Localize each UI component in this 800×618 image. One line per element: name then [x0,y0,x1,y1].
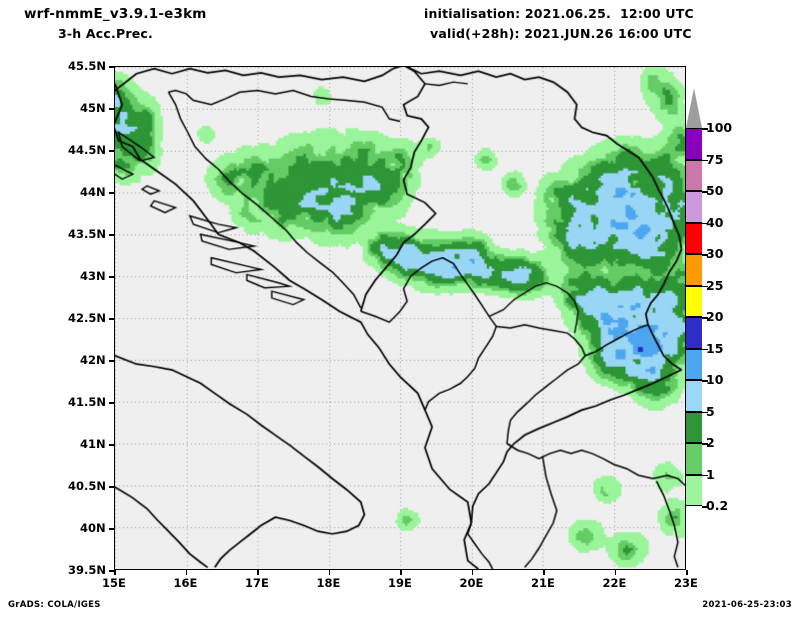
y-tick-label: 44.5N [68,143,106,157]
colorbar-over-arrow [686,88,702,128]
y-tick-label: 43.5N [68,227,106,241]
colorbar-tick-label: 20 [706,309,724,324]
x-tick-mark [328,570,330,575]
colorbar-band [686,285,702,317]
x-tick-label: 18E [316,576,341,590]
precipitation-map-canvas [115,67,685,569]
x-tick-label: 23E [674,576,698,590]
colorbar-band [686,222,702,254]
colorbar-band [686,348,702,380]
colorbar-band [686,191,702,223]
y-tick-mark [109,108,114,110]
y-tick-label: 42.5N [68,311,106,325]
colorbar-band [686,443,702,475]
y-tick-label: 40.5N [68,479,106,493]
y-tick-mark [109,234,114,236]
field-title: 3-h Acc.Prec. [58,26,153,41]
y-tick-label: 41.5N [68,395,106,409]
footer-credit: GrADS: COLA/IGES [8,600,101,610]
y-tick-label: 44N [80,185,106,199]
valid-time: valid(+28h): 2021.JUN.26 16:00 UTC [430,26,692,41]
colorbar-band [686,159,702,191]
colorbar-tick-mark [702,191,708,193]
x-tick-mark [400,570,402,575]
y-tick-label: 40N [80,521,106,535]
colorbar-tick-label: 25 [706,277,724,293]
y-tick-label: 43N [80,269,106,283]
x-tick-mark [471,570,473,575]
colorbar-tick-label: 5 [706,403,715,419]
x-tick-mark [614,570,616,575]
x-tick-label: 15E [102,576,126,590]
colorbar-tick-mark [702,411,708,413]
footer-timestamp: 2021-06-25-23:03 [702,600,792,610]
y-tick-label: 42N [80,353,106,367]
y-tick-mark [109,360,114,362]
x-tick-mark [543,570,545,575]
colorbar-tick-mark [702,159,708,161]
colorbar-tick-mark [702,348,708,350]
y-tick-mark [109,150,114,152]
initialisation-time: initialisation: 2021.06.25. 12:00 UTC [424,6,694,21]
colorbar-tick-label: 75 [706,151,724,167]
y-tick-label: 45.5N [68,59,106,73]
colorbar-band [686,411,702,443]
colorbar-band [686,317,702,349]
y-tick-mark [109,444,114,446]
colorbar-tick-label: 15 [706,340,724,356]
x-tick-label: 22E [602,576,627,590]
colorbar-tick-label: 10 [706,372,724,387]
colorbar-band [686,380,702,412]
x-tick-mark [686,570,688,575]
colorbar-tick-mark [702,443,708,445]
y-tick-mark [109,570,114,572]
colorbar-tick-mark [702,506,708,508]
y-tick-mark [109,66,114,68]
y-tick-mark [109,192,114,194]
colorbar-tick-label: 40 [706,214,724,230]
colorbar-tick-label: 2 [706,435,715,450]
colorbar-band [686,254,702,286]
y-tick-label: 45N [80,101,106,115]
colorbar-tick-mark [702,254,708,256]
x-tick-label: 19E [388,576,412,590]
colorbar-tick-label: 0.2 [706,498,729,513]
x-tick-mark [257,570,259,575]
y-tick-mark [109,528,114,530]
colorbar-tick-label: 50 [706,183,724,198]
y-tick-mark [109,318,114,320]
colorbar [686,128,702,506]
colorbar-tick-label: 1 [706,466,715,482]
y-tick-label: 39.5N [68,563,106,577]
colorbar-tick-label: 30 [706,246,724,261]
colorbar-tick-mark [702,128,708,130]
x-tick-label: 17E [245,576,269,590]
x-tick-mark [185,570,187,575]
x-tick-label: 16E [173,576,198,590]
colorbar-tick-mark [702,317,708,319]
x-tick-label: 21E [531,576,555,590]
colorbar-band [686,128,702,160]
colorbar-band [686,474,702,506]
y-tick-mark [109,402,114,404]
map-plot-area [114,66,686,570]
colorbar-tick-mark [702,474,708,476]
colorbar-tick-mark [702,380,708,382]
colorbar-tick-mark [702,285,708,287]
y-tick-mark [109,486,114,488]
model-title: wrf-nmmE_v3.9.1-e3km [24,6,207,22]
x-tick-label: 20E [459,576,484,590]
x-tick-mark [114,570,116,575]
colorbar-tick-mark [702,222,708,224]
y-tick-label: 41N [80,437,106,451]
colorbar-tick-label: 100 [706,120,733,135]
y-tick-mark [109,276,114,278]
